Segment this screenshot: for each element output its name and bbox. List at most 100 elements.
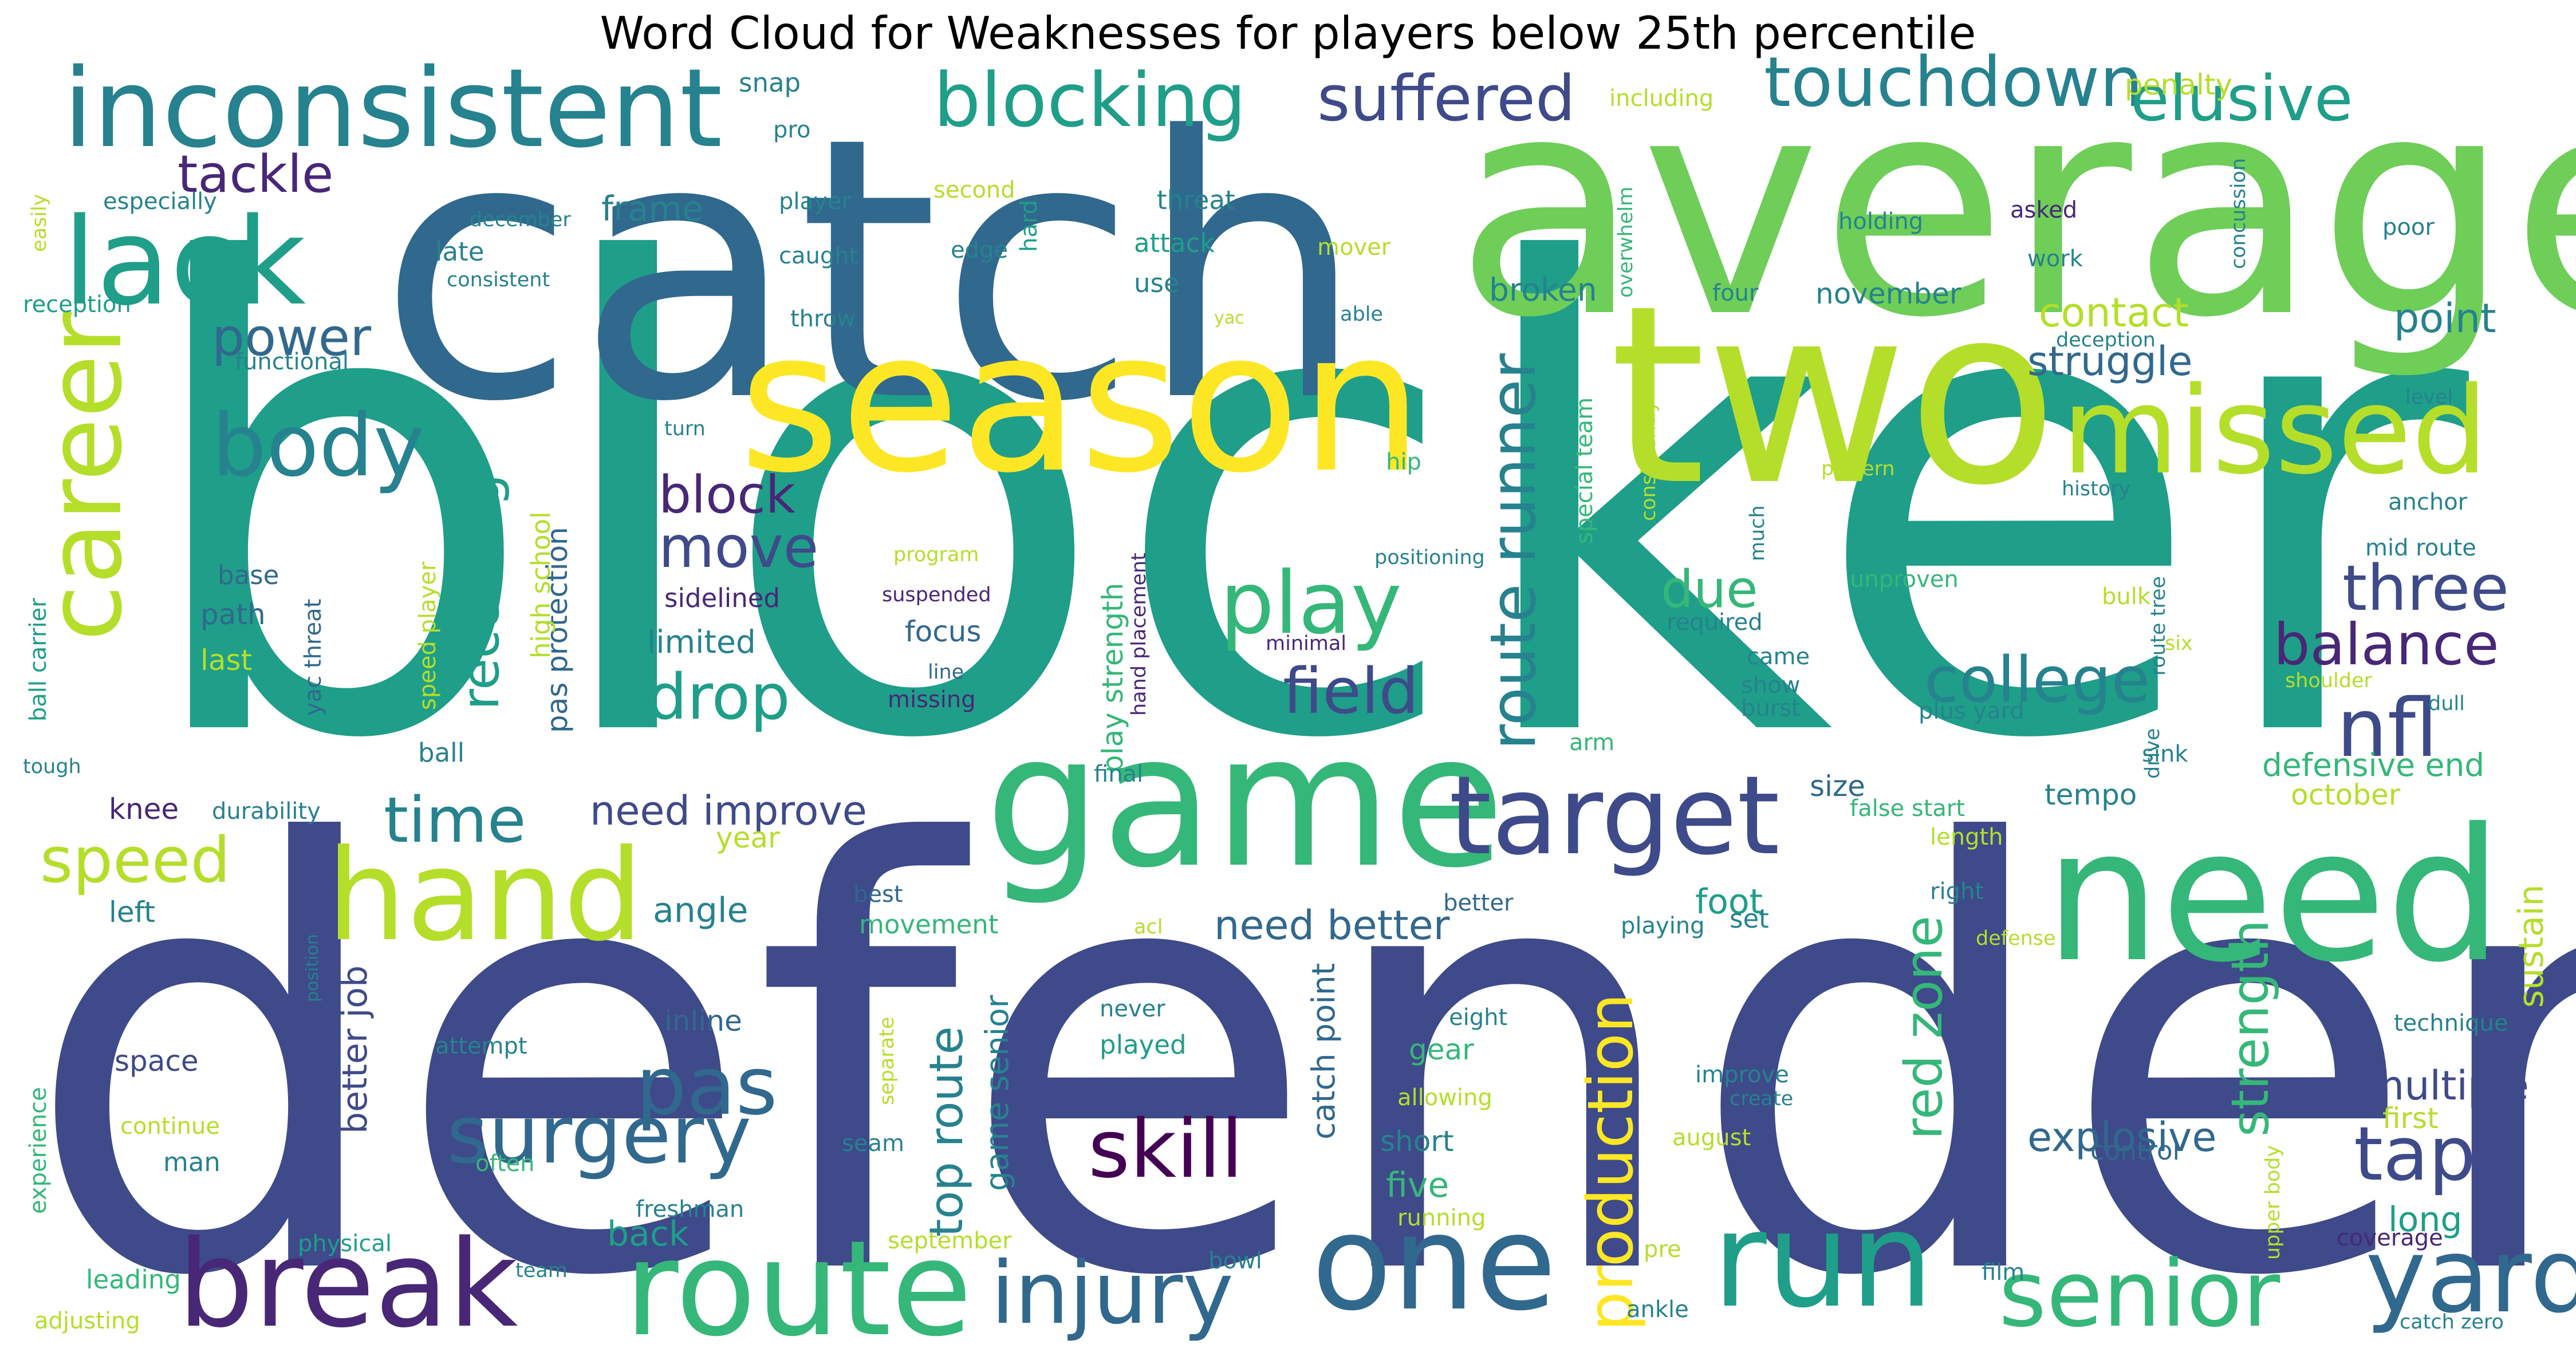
word-able: able <box>1340 303 1383 326</box>
word-team: team <box>515 1259 568 1282</box>
word-cloud-title: Word Cloud for Weaknesses for players be… <box>600 8 1976 60</box>
word-turn: turn <box>664 417 706 440</box>
word-pas-protection: pas protection <box>541 527 574 733</box>
word-mover: mover <box>1317 234 1391 261</box>
word-break: break <box>178 1214 518 1354</box>
word-run: run <box>1712 1184 1933 1337</box>
word-freshman: freshman <box>636 1196 744 1223</box>
word-suffered: suffered <box>1317 62 1575 135</box>
word-five: five <box>1386 1165 1449 1205</box>
word-player: player <box>779 188 851 215</box>
word-acl: acl <box>1134 916 1163 939</box>
word-special-team: special team <box>1571 397 1598 544</box>
word-attack: attack <box>1134 228 1215 258</box>
word-knee: knee <box>109 793 179 826</box>
word-frame: frame <box>601 189 703 229</box>
word-limited: limited <box>647 624 756 660</box>
word-yac: yac <box>1214 308 1244 328</box>
word-pattern: pattern <box>1821 458 1895 480</box>
word-tempo: tempo <box>2045 778 2137 811</box>
word-overwhelm: overwhelm <box>1614 187 1637 298</box>
word-anchor: anchor <box>2388 489 2468 515</box>
word-snap: snap <box>739 68 801 98</box>
word-history: history <box>2062 478 2130 500</box>
word-season: season <box>739 289 1423 516</box>
word-use: use <box>1134 268 1180 298</box>
word-better-job: better job <box>335 965 375 1134</box>
word-need-improve: need improve <box>590 787 867 834</box>
word-never: never <box>1100 996 1165 1022</box>
word-missed: missed <box>2062 361 2488 501</box>
word-need-better: need better <box>1214 902 1450 949</box>
word-speed: speed <box>40 823 230 897</box>
word-september: september <box>888 1228 1012 1254</box>
word-man: man <box>163 1147 220 1177</box>
word-short: short <box>1380 1125 1454 1158</box>
word-including: including <box>1609 85 1714 112</box>
word-better: better <box>1443 890 1514 916</box>
word-elusive: elusive <box>2130 62 2353 135</box>
word-block: block <box>659 465 795 525</box>
word-top-route: top route <box>920 1026 973 1237</box>
word-game-senior: game senior <box>979 995 1015 1191</box>
word-hard: hard <box>1016 200 1042 252</box>
word-game: game <box>985 695 1505 908</box>
word-suspended: suspended <box>882 584 991 606</box>
word-play: play <box>1220 554 1402 653</box>
word-explosive: explosive <box>2027 1114 2216 1161</box>
word-broken: broken <box>1489 271 1597 308</box>
word-throw: throw <box>790 306 856 332</box>
word-defender: defender <box>23 723 2576 1356</box>
word-three: three <box>2342 551 2509 625</box>
word-movement: movement <box>859 909 998 940</box>
word-coverage: coverage <box>2337 1225 2443 1251</box>
word-route-runner: route runner <box>1476 353 1550 750</box>
word-played: played <box>1100 1030 1187 1060</box>
word-easily: easily <box>28 194 51 252</box>
word-durability: durability <box>212 798 321 825</box>
word-threat: threat <box>1157 185 1235 215</box>
word-first: first <box>2382 1102 2439 1135</box>
word-functional: functional <box>235 349 349 375</box>
word-burst: burst <box>1741 695 1801 722</box>
word-work: work <box>2027 246 2083 272</box>
word-best: best <box>853 881 903 908</box>
word-left: left <box>109 896 155 929</box>
word-drop: drop <box>647 660 790 734</box>
word-multiple: multiple <box>2365 1062 2529 1109</box>
word-separate: separate <box>876 1016 899 1105</box>
word-control: control <box>2090 1136 2180 1166</box>
word-six: six <box>2165 632 2193 655</box>
word-struggle: struggle <box>2027 338 2192 385</box>
word-defensive-end: defensive end <box>2262 747 2484 783</box>
word-contact: contact <box>2039 289 2189 336</box>
word-senior: senior <box>1999 1240 2280 1347</box>
word-ankle: ankle <box>1626 1296 1689 1323</box>
word-time: time <box>384 783 526 857</box>
word-drive: drive <box>2141 728 2164 779</box>
word-ball: ball <box>418 738 464 768</box>
word-pre: pre <box>1644 1236 1681 1263</box>
word-much: much <box>1746 505 1769 561</box>
word-bowl: bowl <box>1208 1248 1262 1274</box>
word-tape: tape <box>2354 1110 2522 1197</box>
word-blocker: blocker <box>132 132 2476 879</box>
word-pas: pas <box>636 1040 778 1133</box>
word-back: back <box>607 1214 689 1254</box>
word-catch-zero: catch zero <box>2400 1311 2504 1334</box>
word-plus-yard: plus yard <box>1919 698 2024 724</box>
word-route-tree: route tree <box>2147 576 2170 676</box>
word-deception: deception <box>2056 329 2156 352</box>
word-technique: technique <box>2394 1010 2508 1036</box>
word-penalty: penalty <box>2125 68 2232 101</box>
word-yac-threat: yac threat <box>300 599 326 716</box>
word-average: average <box>1455 30 2576 384</box>
word-improve: improve <box>1695 1062 1789 1088</box>
word-film: film <box>1982 1259 2024 1286</box>
word-position: position <box>302 934 322 1002</box>
word-seam: seam <box>842 1130 904 1157</box>
word-surgery: surgery <box>447 1089 751 1182</box>
word-tough: tough <box>23 755 81 778</box>
word-blocking: blocking <box>933 57 1246 144</box>
word-often: often <box>475 1150 535 1177</box>
